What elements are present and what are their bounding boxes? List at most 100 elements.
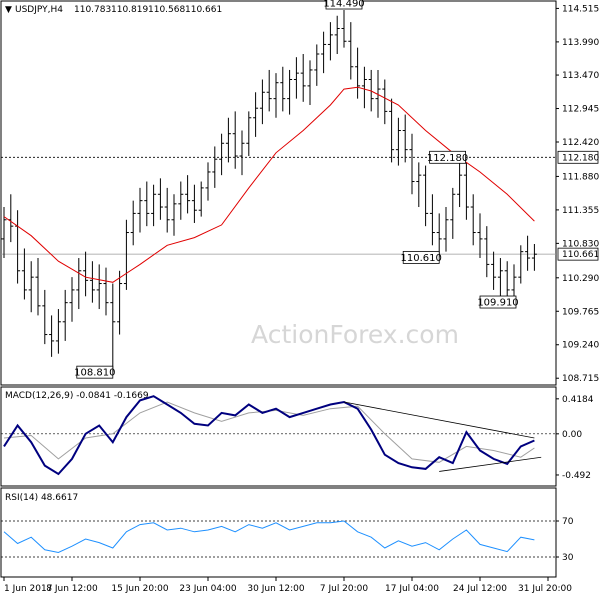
candle: [144, 181, 150, 227]
rsi-layer: 70 30: [1, 517, 574, 563]
y-tick-label: 110.290: [562, 274, 599, 284]
candle: [164, 187, 170, 233]
current-price-tag: 110.661: [557, 247, 599, 261]
price-callout-box: [76, 365, 114, 379]
x-tick-label: 7 Jul 20:00: [320, 584, 369, 594]
candle: [239, 130, 245, 176]
y-tick-label: 111.355: [562, 206, 599, 216]
candle: [35, 258, 41, 316]
candle: [355, 47, 361, 99]
candle: [225, 117, 231, 163]
candle: [416, 162, 422, 208]
candle: [212, 146, 218, 188]
macd-line: [3, 395, 535, 476]
candle: [28, 261, 34, 313]
candle: [382, 79, 388, 125]
candle: [76, 258, 82, 310]
y-tick-label: 114.515: [562, 4, 599, 14]
ohlc-close: 110.661: [185, 5, 222, 15]
candle: [409, 133, 415, 195]
candle: [178, 181, 184, 220]
moving-average-line: [3, 86, 535, 283]
candle: [123, 219, 129, 290]
candle: [300, 54, 306, 102]
candle: [130, 200, 136, 246]
candle: [457, 157, 463, 208]
resistance-price-tag-label: 112.180: [562, 153, 599, 163]
y-tick-label: 108.715: [562, 374, 599, 384]
price-callout-box: [325, 0, 363, 10]
candle: [171, 194, 177, 236]
candle: [321, 31, 327, 74]
main-layer: 114.515 113.990 113.470 112.945 112.420 111.8…: [1, 0, 599, 384]
price-callout: 108.810: [74, 365, 115, 379]
macd-layer: 0.4184 0.00 -0.492: [1, 395, 594, 481]
rsi-y-tick-label: 70: [562, 517, 574, 527]
x-tick-label: 1 Jun 2017: [4, 584, 52, 594]
price-callout: 110.610: [401, 250, 442, 264]
candle: [198, 181, 204, 217]
candle: [151, 184, 157, 227]
resistance-price-tag-box: [557, 150, 599, 164]
y-tick-label: 113.470: [562, 71, 599, 81]
candle: [334, 15, 340, 55]
candle: [504, 261, 510, 303]
rsi-header: RSI(14) 48.6617: [5, 493, 78, 503]
macd-y-tick-label: -0.492: [562, 471, 591, 481]
candle: [327, 22, 333, 61]
candle: [191, 184, 197, 223]
candle: [157, 178, 163, 220]
candle: [395, 117, 401, 166]
main-header: ▼ USDJPY,H4 110.783 110.819 110.568 110.…: [5, 5, 222, 15]
candle: [21, 248, 27, 300]
candle: [531, 244, 537, 271]
candle: [423, 165, 429, 227]
candle: [361, 66, 367, 109]
candle: [1, 207, 7, 259]
candle: [117, 270, 123, 335]
candle: [266, 69, 272, 112]
candle: [110, 283, 116, 373]
candle: [259, 79, 265, 125]
candle: [470, 194, 476, 246]
price-callout: 114.490: [323, 0, 365, 10]
watermark: ActionForex.com: [251, 320, 459, 349]
candle: [246, 111, 252, 157]
ohlc-low: 110.568: [148, 5, 185, 15]
price-callout-label: 108.810: [74, 368, 115, 379]
candle: [497, 258, 503, 297]
x-tick-label: 17 Jul 04:00: [385, 584, 439, 594]
rsi-y-tick-label: 30: [562, 553, 574, 563]
candle: [89, 261, 95, 303]
candle: [484, 226, 490, 278]
candle: [205, 162, 211, 201]
candle: [49, 315, 55, 357]
candle: [491, 251, 497, 290]
candle: [103, 267, 109, 316]
candle: [96, 264, 102, 310]
candle: [477, 213, 483, 259]
candle: [287, 69, 293, 115]
candle: [450, 187, 456, 239]
candle: [42, 289, 48, 345]
candle: [293, 57, 299, 99]
candle: [341, 10, 347, 48]
candle: [402, 114, 408, 163]
x-tick-label: 23 Jun 04:00: [179, 584, 236, 594]
y-tick-label: 113.990: [562, 38, 599, 48]
candle: [375, 69, 381, 118]
macd-y-tick-label: 0.4184: [562, 395, 594, 405]
x-tick-label: 15 Jun 20:00: [111, 584, 168, 594]
y-tick-label: 112.420: [562, 138, 599, 148]
candle: [463, 162, 469, 220]
candle: [137, 187, 143, 233]
macd-y-tick-label: 0.00: [562, 430, 582, 440]
macd-trendline: [439, 456, 542, 472]
current-price-tag-box: [557, 247, 599, 261]
candle: [389, 98, 395, 163]
candle: [69, 277, 75, 322]
ohlc-open: 110.783: [74, 5, 111, 15]
x-tick-label: 8 Jun 12:00: [46, 584, 98, 594]
candle: [525, 235, 531, 271]
